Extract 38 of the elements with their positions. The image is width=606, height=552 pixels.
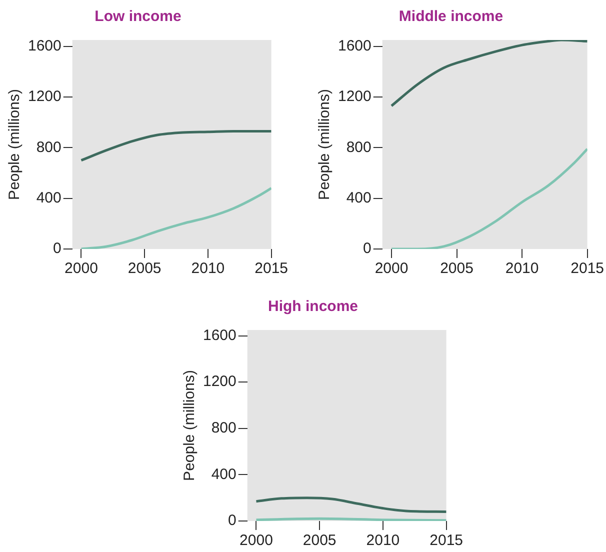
y-tick-label: 1200 bbox=[28, 88, 62, 106]
chart-title: High income bbox=[268, 298, 358, 316]
x-tick-label: 2010 bbox=[191, 260, 225, 278]
y-tick-label: 400 bbox=[211, 466, 236, 483]
x-tick-label: 2010 bbox=[366, 532, 400, 550]
y-axis-title: People (millions) bbox=[6, 89, 24, 200]
line-series bbox=[80, 186, 272, 249]
x-tick-label: 2015 bbox=[430, 532, 464, 550]
y-tick-label: 1600 bbox=[28, 37, 62, 54]
y-axis-title: People (millions) bbox=[181, 370, 198, 481]
line-series bbox=[254, 496, 446, 513]
y-tick-label: 0 bbox=[53, 240, 62, 258]
chart-title: Middle income bbox=[398, 8, 504, 26]
chart-title: Low income bbox=[94, 8, 182, 26]
y-tick-label: 0 bbox=[363, 240, 372, 258]
x-tick-label: 2000 bbox=[240, 532, 273, 550]
y-tick-label: 800 bbox=[211, 420, 236, 437]
x-tick-label: 2005 bbox=[302, 532, 336, 550]
x-tick-label: 2005 bbox=[440, 260, 474, 278]
y-tick-label: 0 bbox=[228, 512, 236, 530]
x-tick-label: 2015 bbox=[254, 260, 288, 278]
y-tick-label: 800 bbox=[346, 138, 372, 156]
x-tick-label: 2015 bbox=[570, 260, 604, 278]
y-tick-label: 400 bbox=[36, 189, 62, 206]
line-series bbox=[390, 148, 588, 249]
line-series bbox=[390, 40, 588, 108]
y-tick-label: 1200 bbox=[202, 373, 236, 390]
y-tick-label: 400 bbox=[346, 189, 372, 206]
y-tick-label: 1600 bbox=[202, 326, 236, 344]
y-axis-title: People (millions) bbox=[316, 89, 334, 200]
x-tick-label: 2000 bbox=[64, 260, 98, 278]
y-tick-label: 1600 bbox=[338, 37, 372, 54]
y-tick-label: 1200 bbox=[338, 88, 372, 106]
line-series bbox=[80, 130, 272, 162]
x-tick-label: 2010 bbox=[505, 260, 539, 278]
y-tick-label: 800 bbox=[36, 138, 62, 156]
x-tick-label: 2005 bbox=[128, 260, 162, 278]
x-tick-label: 2000 bbox=[374, 260, 408, 278]
